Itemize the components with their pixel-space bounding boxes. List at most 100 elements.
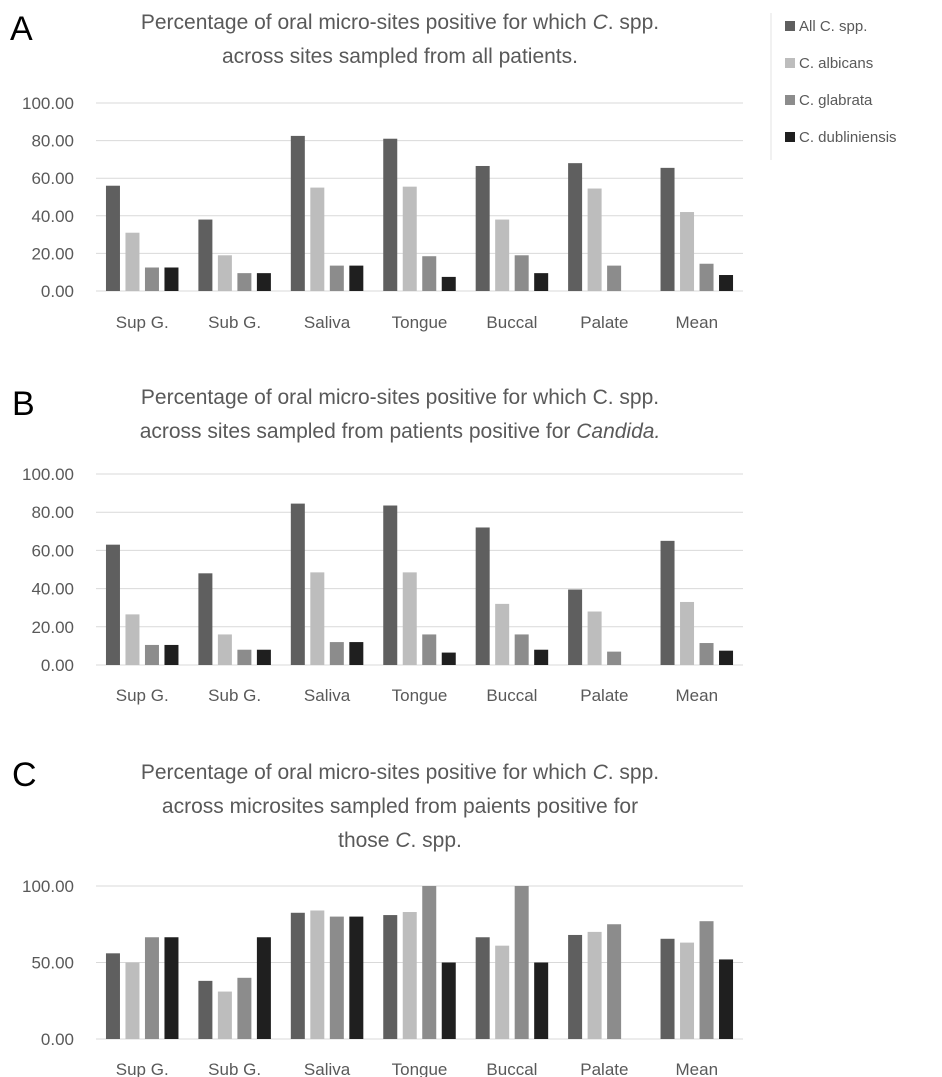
- y-tick-label: 20.00: [31, 618, 74, 637]
- bar-dubliniensis-sup-g: [164, 937, 179, 1039]
- x-category-label: Sup G.: [116, 1060, 169, 1077]
- bar-dubliniensis-sup-g: [164, 644, 179, 665]
- y-tick-label: 100.00: [22, 94, 74, 113]
- bar-albicans-mean: [680, 942, 695, 1039]
- bar-glabrata-saliva: [329, 265, 344, 291]
- chart-title-line: Percentage of oral micro-sites positive …: [141, 11, 659, 34]
- x-category-label: Tongue: [392, 1060, 448, 1077]
- y-tick-label: 60.00: [31, 169, 74, 188]
- bar-dubliniensis-sub-g: [256, 937, 271, 1039]
- x-category-label: Buccal: [486, 1060, 537, 1077]
- bar-dubliniensis-sup-g: [164, 267, 179, 291]
- bar-dubliniensis-saliva: [349, 265, 364, 291]
- chart-title-line: Percentage of oral micro-sites positive …: [141, 761, 659, 784]
- legend-label-albicans: C. albicans: [799, 55, 873, 72]
- bar-all-tongue: [383, 138, 398, 291]
- bar-glabrata-saliva: [329, 642, 344, 665]
- bar-albicans-sup-g: [125, 232, 140, 291]
- chart-title-segment: . spp.: [608, 761, 659, 784]
- bar-dubliniensis-mean: [719, 275, 734, 291]
- chart-panel-b: B Percentage of oral micro-sites positive…: [12, 385, 743, 705]
- x-category-label: Sup G.: [116, 313, 169, 332]
- legend-swatch-glabrata: [785, 95, 795, 105]
- chart-title-line: across microsites sampled from paients p…: [162, 795, 638, 818]
- y-tick-label: 80.00: [31, 503, 74, 522]
- bar-all-saliva: [290, 503, 305, 665]
- panel-letter: C: [12, 756, 37, 794]
- x-category-label: Mean: [676, 686, 719, 705]
- bar-glabrata-tongue: [422, 634, 437, 665]
- bar-albicans-mean: [680, 212, 695, 291]
- bar-albicans-palate: [587, 931, 602, 1039]
- bar-all-buccal: [475, 937, 490, 1039]
- y-tick-label: 0.00: [41, 1030, 74, 1049]
- x-category-label: Buccal: [486, 686, 537, 705]
- bar-all-sub-g: [198, 219, 213, 291]
- bar-albicans-sup-g: [125, 614, 140, 665]
- chart-title-segment: . spp.: [608, 11, 659, 34]
- bar-glabrata-palate: [607, 924, 622, 1039]
- x-category-label: Palate: [580, 313, 628, 332]
- bar-glabrata-palate: [607, 265, 622, 291]
- x-category-label: Saliva: [304, 686, 351, 705]
- bar-glabrata-saliva: [329, 916, 344, 1039]
- legend: All C. spp. C. albicans C. glabrata C. dubl…: [770, 13, 897, 160]
- bar-dubliniensis-saliva: [349, 642, 364, 665]
- bar-albicans-sup-g: [125, 962, 140, 1039]
- bar-dubliniensis-buccal: [534, 273, 549, 291]
- chart-title-line: Percentage of oral micro-sites positive …: [141, 386, 659, 409]
- chart-panels: A Percentage of oral micro-sites positive…: [10, 10, 743, 1077]
- bar-albicans-sub-g: [217, 991, 232, 1039]
- bar-dubliniensis-mean: [719, 959, 734, 1039]
- chart-title-line: across sites sampled from all patients.: [222, 45, 578, 68]
- legend-swatch-albicans: [785, 58, 795, 68]
- x-category-label: Sup G.: [116, 686, 169, 705]
- panel-letter: A: [10, 10, 33, 48]
- chart-title-segment: across sites sampled from patients posit…: [140, 420, 577, 443]
- bar-all-sub-g: [198, 980, 213, 1039]
- chart-title-line: those C. spp.: [338, 829, 462, 852]
- bar-glabrata-mean: [699, 263, 714, 291]
- bar-albicans-saliva: [310, 572, 325, 665]
- x-category-label: Tongue: [392, 313, 448, 332]
- bar-albicans-sub-g: [217, 634, 232, 665]
- bar-albicans-palate: [587, 188, 602, 291]
- bar-dubliniensis-buccal: [534, 962, 549, 1039]
- bar-dubliniensis-mean: [719, 650, 734, 665]
- bar-albicans-tongue: [402, 912, 417, 1039]
- bar-dubliniensis-tongue: [441, 652, 456, 665]
- chart-panel-a: A Percentage of oral micro-sites positive…: [10, 10, 743, 332]
- bar-glabrata-mean: [699, 643, 714, 665]
- bar-glabrata-buccal: [514, 634, 529, 665]
- bar-glabrata-tongue: [422, 886, 437, 1039]
- x-category-label: Saliva: [304, 1060, 351, 1077]
- x-category-label: Sub G.: [208, 313, 261, 332]
- x-category-label: Tongue: [392, 686, 448, 705]
- x-category-label: Sub G.: [208, 1060, 261, 1077]
- bar-albicans-sub-g: [217, 255, 232, 291]
- chart-title-segment: across sites sampled from all patients.: [222, 45, 578, 68]
- bar-dubliniensis-saliva: [349, 916, 364, 1039]
- bar-albicans-buccal: [495, 603, 510, 665]
- panel-letter: B: [12, 385, 35, 423]
- x-category-label: Saliva: [304, 313, 351, 332]
- bar-glabrata-sup-g: [144, 267, 159, 291]
- bar-all-tongue: [383, 505, 398, 665]
- bar-all-buccal: [475, 527, 490, 665]
- x-category-label: Mean: [676, 313, 719, 332]
- y-tick-label: 40.00: [31, 580, 74, 599]
- x-category-label: Palate: [580, 1060, 628, 1077]
- bar-all-sup-g: [105, 953, 120, 1039]
- chart-panel-c: C Percentage of oral micro-sites positive…: [12, 756, 743, 1077]
- bar-dubliniensis-sub-g: [256, 273, 271, 291]
- bar-albicans-saliva: [310, 187, 325, 291]
- legend-swatch-all: [785, 21, 795, 31]
- bar-glabrata-buccal: [514, 255, 529, 291]
- bar-albicans-mean: [680, 601, 695, 665]
- bar-glabrata-sup-g: [144, 937, 159, 1039]
- legend-swatch-dubliniensis: [785, 132, 795, 142]
- bar-dubliniensis-tongue: [441, 962, 456, 1039]
- bar-glabrata-mean: [699, 921, 714, 1039]
- chart-title-segment: Percentage of oral micro-sites positive …: [141, 386, 659, 409]
- legend-label-dubliniensis: C. dubliniensis: [799, 129, 897, 146]
